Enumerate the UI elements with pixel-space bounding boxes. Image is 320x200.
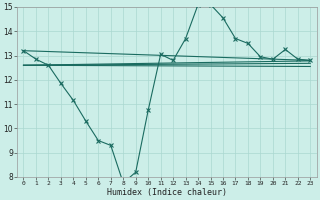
X-axis label: Humidex (Indice chaleur): Humidex (Indice chaleur) [107, 188, 227, 197]
